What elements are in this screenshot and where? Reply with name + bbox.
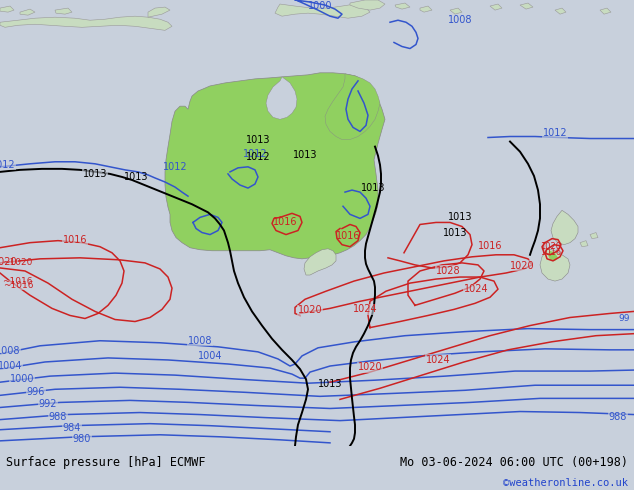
Polygon shape <box>600 8 611 14</box>
Text: Mo 03-06-2024 06:00 UTC (00+198): Mo 03-06-2024 06:00 UTC (00+198) <box>399 456 628 469</box>
Text: 1020: 1020 <box>358 362 382 372</box>
Text: 1008: 1008 <box>188 336 212 346</box>
Polygon shape <box>165 73 385 259</box>
Polygon shape <box>520 3 533 9</box>
Text: 1013: 1013 <box>443 227 467 238</box>
Text: 1020: 1020 <box>298 305 322 316</box>
Polygon shape <box>350 0 385 10</box>
Text: ~1016: ~1016 <box>2 276 32 286</box>
Text: 992: 992 <box>39 399 57 410</box>
Text: 1020: 1020 <box>510 261 534 271</box>
Text: 1016: 1016 <box>540 248 562 257</box>
Text: 1012: 1012 <box>246 152 270 162</box>
Text: 1020: 1020 <box>0 257 17 267</box>
Text: 1012: 1012 <box>243 148 268 159</box>
Text: 1012: 1012 <box>543 128 567 139</box>
Polygon shape <box>275 4 370 18</box>
Polygon shape <box>0 16 172 30</box>
Text: 988: 988 <box>609 412 627 421</box>
Text: 1000: 1000 <box>10 374 34 384</box>
Polygon shape <box>555 8 566 14</box>
Polygon shape <box>420 6 432 12</box>
Polygon shape <box>395 3 410 9</box>
Text: ©weatheronline.co.uk: ©weatheronline.co.uk <box>503 478 628 489</box>
Text: 1008: 1008 <box>0 346 20 356</box>
Text: 1013: 1013 <box>83 169 107 179</box>
Polygon shape <box>20 9 35 15</box>
Text: ~1016: ~1016 <box>3 281 33 290</box>
Polygon shape <box>325 74 380 140</box>
Polygon shape <box>0 6 14 12</box>
Polygon shape <box>548 251 558 261</box>
Text: 1016: 1016 <box>63 235 87 245</box>
Polygon shape <box>450 8 462 14</box>
Text: 1004: 1004 <box>0 361 22 371</box>
Text: 1013: 1013 <box>361 183 385 193</box>
Text: 1013: 1013 <box>448 212 472 222</box>
Polygon shape <box>590 233 598 239</box>
Polygon shape <box>304 249 336 275</box>
Text: 1028: 1028 <box>436 266 460 276</box>
Text: 1013: 1013 <box>293 150 317 160</box>
Polygon shape <box>148 7 170 17</box>
Polygon shape <box>551 210 578 245</box>
Text: 996: 996 <box>27 387 45 397</box>
Polygon shape <box>540 249 570 281</box>
Text: 1016: 1016 <box>478 241 502 251</box>
Text: 1013: 1013 <box>124 172 148 182</box>
Text: ~1020: ~1020 <box>2 258 32 268</box>
Text: 1012: 1012 <box>163 162 187 172</box>
Text: 1012: 1012 <box>0 160 15 170</box>
Polygon shape <box>55 8 72 14</box>
Text: 1016: 1016 <box>336 231 360 241</box>
Text: 980: 980 <box>73 434 91 444</box>
Text: 1013: 1013 <box>246 135 270 145</box>
Text: 1016: 1016 <box>273 218 297 227</box>
Text: 1024: 1024 <box>463 284 488 294</box>
Text: 1008: 1008 <box>448 15 472 25</box>
Polygon shape <box>266 77 297 119</box>
Polygon shape <box>580 241 588 246</box>
Text: 99: 99 <box>619 314 630 323</box>
Text: 1024: 1024 <box>353 304 377 315</box>
Text: 1024: 1024 <box>425 355 450 365</box>
Text: Surface pressure [hPa] ECMWF: Surface pressure [hPa] ECMWF <box>6 456 206 469</box>
Text: 1000: 1000 <box>307 1 332 11</box>
Text: 988: 988 <box>49 412 67 421</box>
Text: 1020: 1020 <box>541 242 562 251</box>
Text: 984: 984 <box>63 423 81 433</box>
Text: 1004: 1004 <box>198 351 223 361</box>
Polygon shape <box>490 4 502 10</box>
Text: 1013: 1013 <box>318 379 342 389</box>
